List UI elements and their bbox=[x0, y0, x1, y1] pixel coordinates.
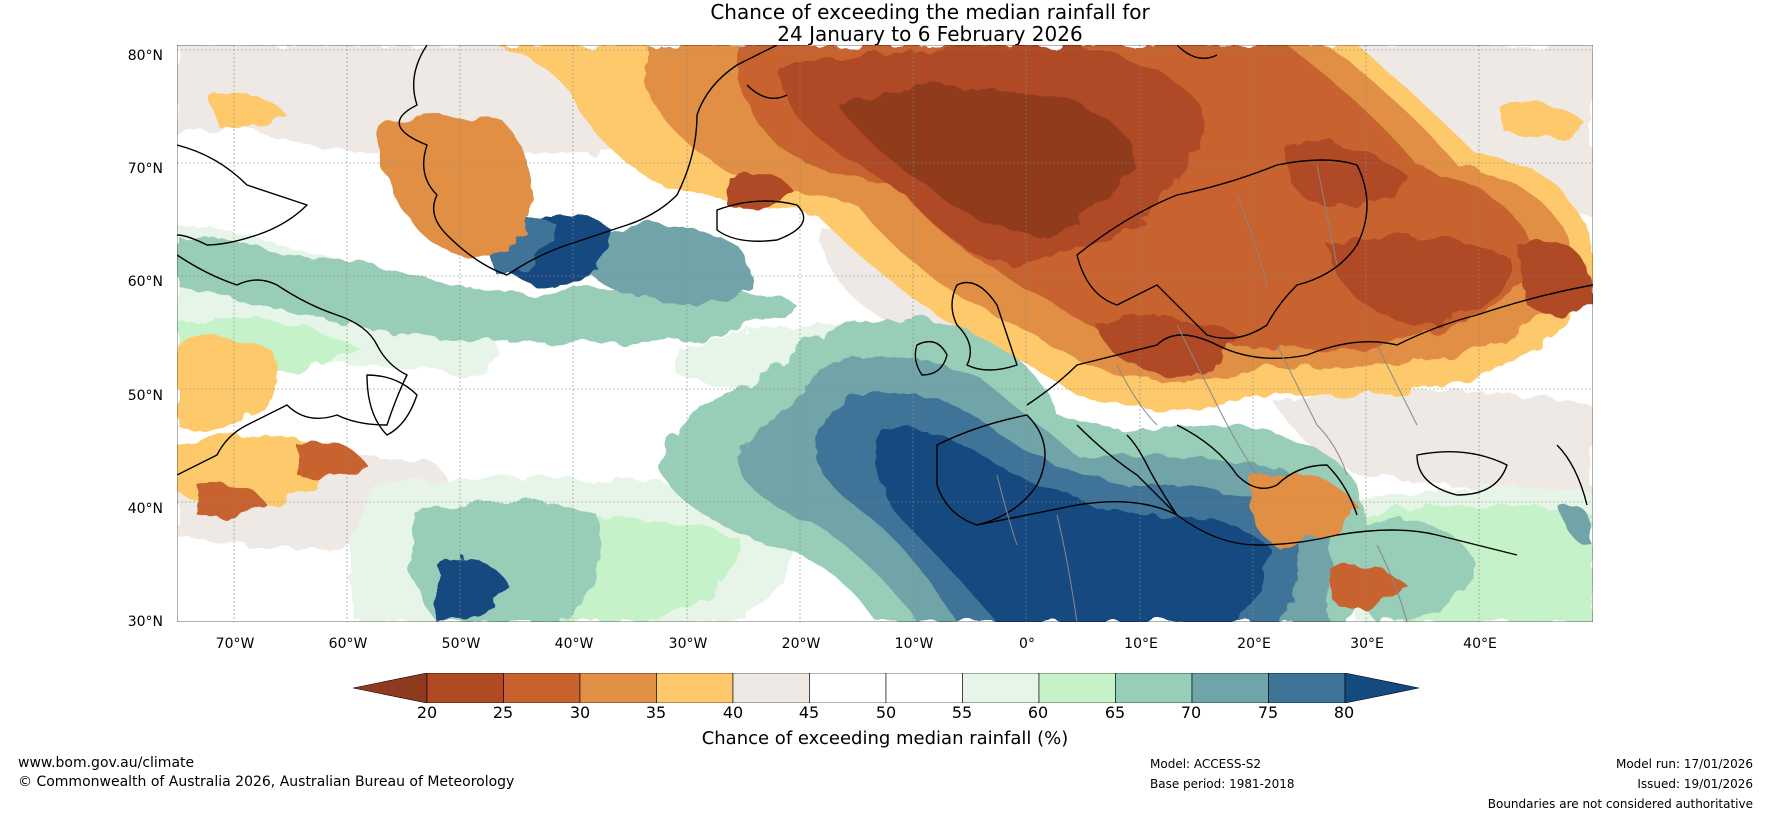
copyright-text: © Commonwealth of Australia 2026, Austra… bbox=[18, 774, 515, 790]
lon-label-60w: 60°W bbox=[328, 636, 368, 652]
legend-tick: 75 bbox=[1257, 703, 1279, 722]
legend-color-segment bbox=[1191, 673, 1269, 703]
legend-extend-low bbox=[353, 673, 428, 703]
legend-color-segment bbox=[1115, 673, 1193, 703]
legend-color-segment bbox=[1038, 673, 1116, 703]
legend-color-segment bbox=[809, 673, 887, 703]
legend-color-segment bbox=[656, 673, 734, 703]
legend-extend-high bbox=[1344, 673, 1419, 703]
legend-tick: 35 bbox=[645, 703, 667, 722]
lon-label-20e: 20°E bbox=[1237, 636, 1271, 652]
legend-tick: 55 bbox=[951, 703, 973, 722]
lat-label-50n: 50°N bbox=[127, 388, 163, 404]
legend-color-segment bbox=[579, 673, 657, 703]
legend-tick: 20 bbox=[416, 703, 438, 722]
lon-label-50w: 50°W bbox=[441, 636, 481, 652]
lon-label-40e: 40°E bbox=[1463, 636, 1497, 652]
lat-label-70n: 70°N bbox=[127, 161, 163, 177]
country-borders bbox=[996, 164, 1418, 622]
model-run-text: Model run: 17/01/2026 bbox=[1615, 757, 1753, 771]
legend-color-segment bbox=[732, 673, 810, 703]
lon-label-40w: 40°W bbox=[554, 636, 594, 652]
rainfall-shading bbox=[177, 45, 1593, 622]
coastlines bbox=[177, 45, 1593, 556]
legend-tick: 45 bbox=[798, 703, 820, 722]
legend-tick: 30 bbox=[569, 703, 591, 722]
lat-label-40n: 40°N bbox=[127, 501, 163, 517]
lat-label-30n: 30°N bbox=[127, 614, 163, 630]
legend-tick: 50 bbox=[875, 703, 897, 722]
map-canvas bbox=[177, 45, 1593, 622]
legend-color-segment bbox=[885, 673, 963, 703]
map-title-line1: Chance of exceeding the median rainfall … bbox=[710, 0, 1150, 24]
lon-label-30w: 30°W bbox=[668, 636, 708, 652]
legend-tick: 80 bbox=[1333, 703, 1355, 722]
graticule bbox=[177, 45, 1593, 622]
disclaimer-text: Boundaries are not considered authoritat… bbox=[1487, 797, 1753, 811]
legend-color-segment bbox=[503, 673, 581, 703]
legend-tick: 70 bbox=[1180, 703, 1202, 722]
lon-label-20w: 20°W bbox=[781, 636, 821, 652]
lon-label-30e: 30°E bbox=[1350, 636, 1384, 652]
legend-tick: 40 bbox=[722, 703, 744, 722]
legend-tick: 60 bbox=[1027, 703, 1049, 722]
rainfall-map bbox=[177, 45, 1593, 622]
base-period-text: Base period: 1981-2018 bbox=[1150, 777, 1295, 791]
legend-color-segment bbox=[426, 673, 504, 703]
lon-label-10e: 10°E bbox=[1124, 636, 1158, 652]
website-text: www.bom.gov.au/climate bbox=[18, 755, 195, 771]
map-title-line2: 24 January to 6 February 2026 bbox=[777, 22, 1083, 46]
legend-tick: 65 bbox=[1104, 703, 1126, 722]
legend-label: Chance of exceeding median rainfall (%) bbox=[701, 728, 1069, 749]
lat-label-80n: 80°N bbox=[127, 48, 163, 64]
legend-colorbar bbox=[353, 673, 1419, 703]
legend-color-segment bbox=[962, 673, 1040, 703]
lon-label-0: 0° bbox=[1019, 636, 1035, 652]
lon-label-10w: 10°W bbox=[894, 636, 934, 652]
lat-label-60n: 60°N bbox=[127, 274, 163, 290]
model-text: Model: ACCESS-S2 bbox=[1150, 757, 1262, 771]
issued-text: Issued: 19/01/2026 bbox=[1637, 777, 1753, 791]
legend-color-segment bbox=[1268, 673, 1346, 703]
legend-tick: 25 bbox=[492, 703, 514, 722]
lon-label-70w: 70°W bbox=[215, 636, 255, 652]
